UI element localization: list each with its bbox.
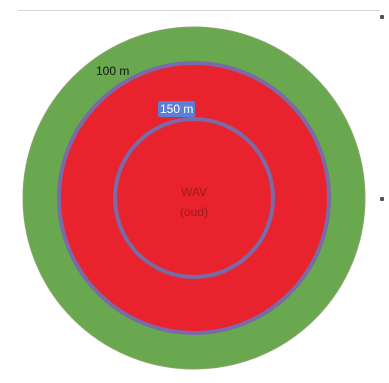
top-border-line [18,10,380,11]
center-label-line2: (oud) [180,205,208,219]
middle-zone-disc [57,61,331,335]
marker-dot-middle [380,197,384,201]
center-label-line1: WAV [181,185,207,199]
marker-dot-top [380,15,384,19]
middle-zone-label: 150 m [160,102,193,116]
middle-zone-label-bg [158,101,195,117]
inner-zone-border [113,117,275,279]
outer-zone-label: 100 m [96,64,129,78]
